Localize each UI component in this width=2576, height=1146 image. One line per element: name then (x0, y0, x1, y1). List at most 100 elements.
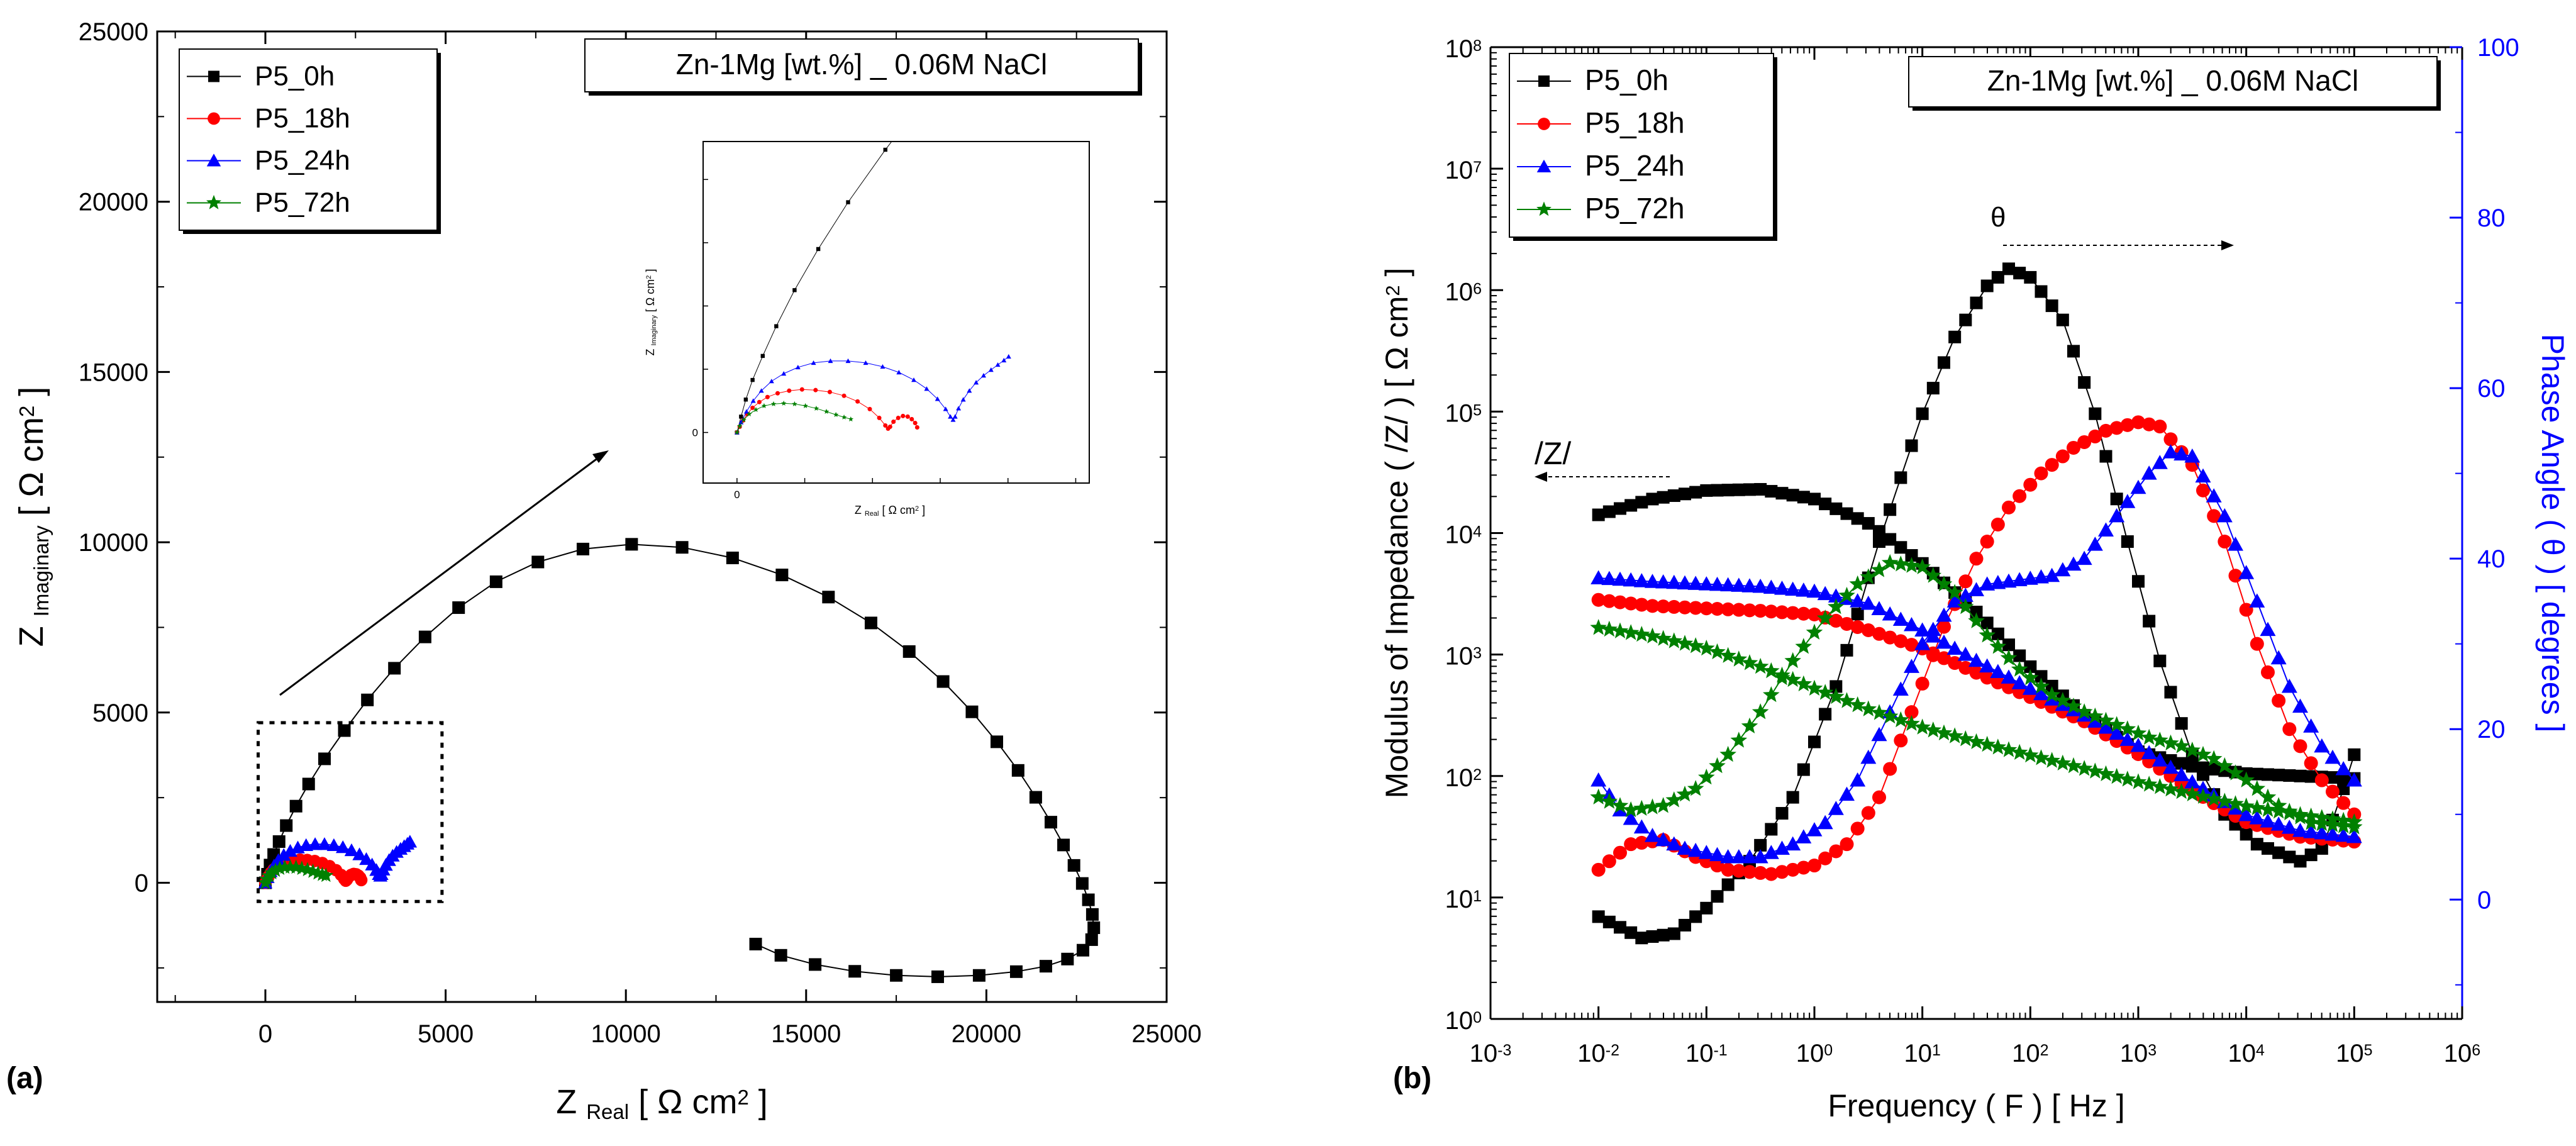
phase-point-p5-72h (1665, 791, 1683, 808)
phase-point-p5-0h (1614, 921, 1626, 934)
inset-point-p5-0h (883, 147, 887, 152)
modulus-point-p5-0h (1754, 482, 1767, 496)
data-point-p5-0h (289, 799, 303, 813)
x-tick-label: 10-1 (1685, 1040, 1728, 1067)
y-left-tick-label: 104 (1445, 521, 1482, 549)
x-tick-label: 25000 (1131, 1020, 1201, 1048)
y-left-tick-label-part: 1 (1473, 887, 1482, 904)
modulus-point-p5-0h (2283, 769, 2296, 782)
modulus-point-p5-72h (2227, 795, 2244, 811)
phase-point-p5-18h (2153, 420, 2167, 434)
phase-point-p5-72h (1784, 652, 1801, 669)
phase-point-p5-18h (2055, 449, 2070, 464)
x-tick-label: 10-3 (1470, 1040, 1512, 1067)
modulus-point-p5-72h (1924, 721, 1942, 738)
x-axis-title-part: Z (556, 1083, 586, 1121)
modulus-point-p5-72h (1719, 647, 1736, 663)
modulus-point-p5-72h (2033, 749, 2050, 765)
x-tick-label: 20000 (952, 1020, 1021, 1048)
phase-point-p5-0h (1884, 503, 1897, 516)
legend-marker-p5-24h (206, 153, 221, 167)
modulus-point-p5-72h (2140, 776, 2158, 792)
modulus-point-p5-24h (1612, 571, 1628, 586)
inset-point-p5-24h (811, 360, 816, 365)
phase-point-p5-72h (2087, 707, 2104, 724)
modulus-point-p5-24h (1774, 581, 1790, 595)
y-axis-title-part: [ Ω cm (13, 417, 50, 525)
phase-point-p5-24h (2184, 448, 2201, 463)
modulus-point-p5-72h (1622, 624, 1640, 640)
phase-point-p5-0h (2164, 686, 2177, 699)
x-tick-label-part: 4 (2256, 1042, 2265, 1059)
inset-point-p5-72h (833, 411, 839, 417)
modulus-point-p5-72h (1665, 632, 1683, 648)
phase-point-p5-18h (1872, 790, 1886, 804)
data-point-p5-0h (991, 735, 1004, 748)
inset-point-p5-18h (827, 389, 832, 394)
modulus-point-p5-72h (1795, 675, 1813, 692)
legend-label-p5-0h: P5_0h (255, 61, 335, 92)
phase-point-p5-72h (2108, 716, 2125, 732)
inset-point-p5-24h (960, 397, 966, 402)
modulus-point-p5-18h (1645, 599, 1660, 613)
modulus-point-p5-24h (2141, 745, 2157, 760)
inset-point-p5-0h (750, 377, 755, 382)
phase-point-p5-24h (1633, 819, 1650, 834)
phase-point-p5-18h (2012, 489, 2027, 503)
phase-point-p5-72h (2119, 720, 2136, 737)
y-tick-label: 0 (135, 870, 148, 898)
phase-point-p5-18h (2023, 477, 2038, 492)
phase-point-p5-24h (1655, 832, 1672, 847)
x-tick-label-part: 10 (2228, 1040, 2256, 1067)
modulus-point-p5-72h (1989, 738, 2007, 755)
phase-point-p5-18h (2239, 603, 2253, 617)
modulus-point-p5-24h (1957, 647, 1974, 661)
phase-point-p5-72h (2302, 814, 2319, 830)
phase-point-p5-72h (2346, 818, 2363, 835)
modulus-point-p5-72h (2119, 770, 2136, 787)
phase-point-p5-24h (2119, 494, 2136, 508)
inset-x-axis-title: Z Real [ Ω cm2 ] (855, 504, 925, 518)
phase-point-p5-72h (1741, 717, 1758, 733)
series-p5-18h (1591, 415, 2362, 881)
phase-point-p5-24h (1687, 842, 1704, 857)
inset-point-p5-24h (781, 371, 787, 376)
data-point-p5-0h (774, 949, 787, 962)
inset-point-p5-24h (935, 396, 940, 401)
modulus-point-p5-24h (1871, 601, 1887, 616)
phase-point-p5-18h (1624, 837, 1638, 852)
y-left-tick-label-part: 10 (1445, 399, 1474, 427)
phase-point-p5-18h (1818, 851, 1833, 865)
data-point-p5-0h (931, 970, 945, 983)
phase-point-p5-0h (2132, 575, 2145, 588)
x-tick-label-part: 5 (2364, 1042, 2373, 1059)
phase-point-p5-0h (1667, 927, 1680, 940)
inset-point-p5-18h (799, 387, 804, 392)
phase-point-p5-18h (1764, 867, 1779, 881)
modulus-point-p5-0h (2013, 649, 2026, 662)
inset-point-p5-24h (980, 373, 986, 378)
phase-point-p5-24h (1839, 786, 1855, 801)
inset-point-p5-24h (828, 358, 833, 364)
data-point-p5-0h (1057, 838, 1070, 852)
legend-box (1509, 53, 1774, 238)
phase-point-p5-72h (1774, 669, 1790, 686)
x-tick-label-part: 10 (1685, 1040, 1714, 1067)
modulus-point-p5-24h (1990, 664, 2006, 679)
data-point-p5-24h (352, 847, 367, 860)
phase-point-p5-0h (1873, 535, 1885, 548)
phase-point-p5-72h (2292, 808, 2309, 825)
x-axis-title-part: [ Ω cm (629, 1083, 737, 1121)
phase-point-p5-24h (2270, 650, 2287, 665)
inset-point-p5-18h (855, 399, 860, 404)
phase-point-p5-24h (1806, 822, 1823, 837)
modulus-point-p5-24h (1720, 577, 1736, 592)
data-point-p5-0h (726, 552, 739, 565)
phase-point-p5-24h (1709, 847, 1725, 862)
phase-point-p5-18h (1807, 859, 1821, 873)
modulus-point-p5-72h (1730, 650, 1748, 667)
phase-point-p5-24h (1796, 829, 1812, 843)
modulus-point-p5-0h (2035, 670, 2048, 683)
phase-point-p5-24h (1752, 849, 1768, 864)
modulus-point-p5-72h (1763, 662, 1780, 679)
